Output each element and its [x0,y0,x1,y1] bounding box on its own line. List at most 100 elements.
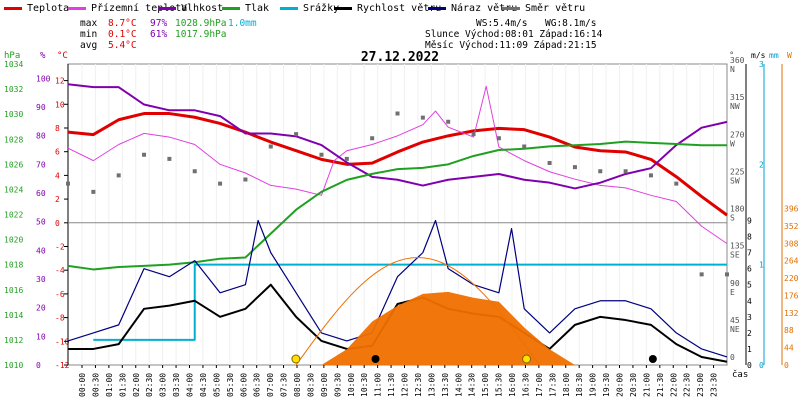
legend-item-3: Tlak [222,2,269,16]
axis-percent-tick: 0 [36,361,41,370]
axis-percent-tick: 40 [36,246,46,255]
axis-direction-compass: SW [730,176,740,185]
axis-direction-compass: N [730,65,735,74]
chart-title: 27.12.2022 [360,50,440,65]
axis-x-tick: 20:00 [616,373,625,397]
axis-hpa-tick: 1034 [4,60,23,69]
axis-x-tick: 12:30 [414,373,423,397]
series-wind-direction-point [522,144,527,149]
stat-wind-gust: WG:8.1m/s [545,18,597,29]
axis-x-tick: 14:00 [454,373,463,397]
axis-direction-tick: 0 [730,353,735,362]
series-wind-direction-point [167,156,172,161]
series-wind-direction-point [319,152,324,157]
legend-item-0: Teplota [4,2,69,16]
axis-x-tick: 06:30 [253,373,262,397]
axis-x-tick: 21:00 [642,373,651,397]
stat-min-temp: 0.1°C [108,29,137,40]
stat-max-label: max [80,18,98,29]
legend-label: Vlhkost [181,3,224,14]
axis-hpa-tick: 1016 [4,286,23,295]
series-wind-direction-point [370,136,375,141]
sun-marker [522,354,532,364]
axis-percent-tick: 30 [36,275,46,284]
legend-swatch [68,6,86,10]
axis-hpa-tick: 1014 [4,311,23,320]
axis-direction-tick: 225 [730,167,745,176]
stat-min-pressure: 1017.9hPa [175,29,227,40]
axis-mm-tick: 0 [759,361,764,370]
series-wind-direction-point [268,144,273,149]
axis-x-tick: 15:00 [481,373,490,397]
axis-x-tick: 02:30 [145,373,154,397]
axis-x-tick: 23:30 [710,373,719,397]
legend-label: Náraz větru [451,3,518,14]
axis-x-tick: 06:00 [239,373,248,397]
axis-x-tick: 02:00 [132,373,141,397]
series-wind-direction-point [725,272,729,277]
series-wind-direction-point [344,156,349,161]
axis-x-tick: 01:00 [105,373,114,397]
axis-ms-tick: 4 [747,297,752,306]
legend-swatch [280,6,298,10]
axis-ms-label: m/s [751,51,766,60]
series-wind-direction-point [116,173,121,178]
axis-percent-label: % [40,51,46,61]
axis-x-tick: 04:30 [199,373,208,397]
axis-direction-tick: 90 [730,279,740,288]
series-wind-direction-point [446,119,451,124]
axis-direction-compass: SE [730,251,740,260]
stat-avg-temp: 5.4°C [108,40,137,51]
series-wind-direction-point [66,181,70,186]
stat-max-humidity: 97% [150,18,168,29]
axis-x-tick: 03:30 [172,373,181,397]
series-wind-direction-point [395,111,400,116]
axis-ms-tick: 0 [747,361,752,370]
axis-celsius-tick: 12 [55,77,65,86]
axis-hpa-tick: 1022 [4,211,23,220]
axis-celsius-tick: -4 [55,266,65,275]
stat-min-humidity: 61% [150,29,168,40]
axis-x-tick: 19:00 [589,373,598,397]
series-radiation-area [321,291,575,365]
axis-ms-tick: 9 [747,217,752,226]
axis-hpa-tick: 1012 [4,336,23,345]
axis-x-tick: 07:30 [280,373,289,397]
axis-watt-label: W [787,51,792,60]
axis-ms-tick: 3 [747,313,752,322]
axis-x-tick: 15:30 [495,373,504,397]
axis-watt-tick: 220 [784,274,799,283]
sun-marker [291,354,301,364]
series-wind-direction-point [648,173,653,178]
axis-celsius-tick: -10 [55,337,70,346]
legend-label: Tlak [245,3,270,14]
axis-direction-tick: 45 [730,316,740,325]
axis-x-tick: 13:00 [427,373,436,397]
axis-celsius-tick: 2 [55,195,60,204]
axis-percent-tick: 50 [36,218,46,227]
series-line-3 [67,140,727,271]
axis-percent-tick: 20 [36,304,46,313]
series-line-6 [67,219,728,358]
axis-direction-tick: 180 [730,205,745,214]
axis-direction-tick: 135 [730,242,745,251]
axis-percent-tick: 60 [36,189,46,198]
axis-ms-tick: 2 [747,329,752,338]
legend-swatch [222,6,240,10]
axis-mm-label: mm [769,51,779,60]
axis-x-tick: 01:30 [118,373,127,397]
axis-celsius-tick: -2 [55,242,65,251]
axis-hpa-tick: 1028 [4,135,23,144]
moon-marker [371,355,380,363]
axis-hpa-tick: 1026 [4,160,23,169]
axis-ms-tick: 6 [747,265,752,274]
axis-x-tick: 18:30 [575,373,584,397]
axis-celsius-tick: 8 [55,124,60,133]
legend-item-1: Přízemní teplota [68,2,187,16]
stat-max-rain: 1.0mm [228,18,257,29]
series-line-4 [93,263,727,341]
series-wind-direction-point [547,161,552,165]
stat-max-pressure: 1028.9hPa [175,18,227,29]
